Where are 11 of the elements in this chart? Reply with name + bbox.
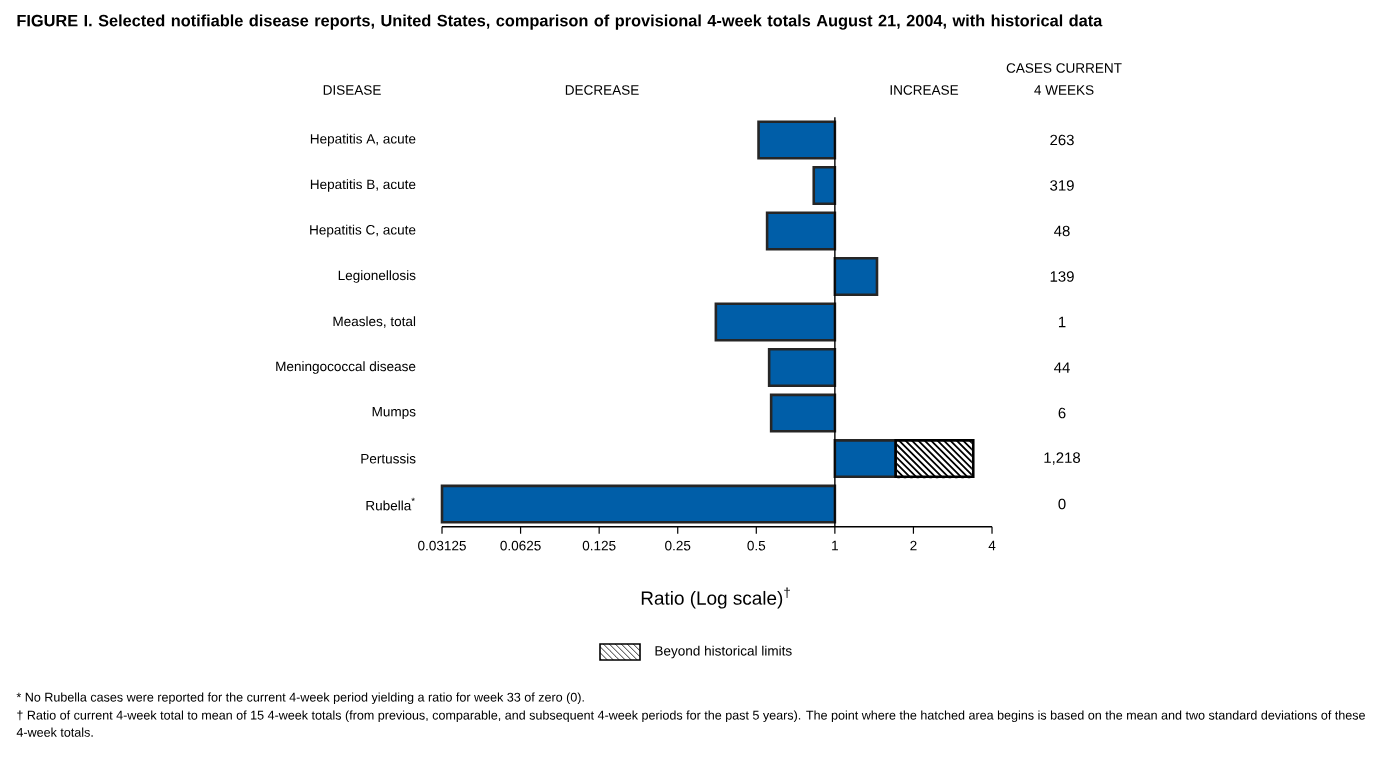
bar: [833, 257, 879, 297]
x-axis-title: Ratio (Log scale)$^{†}$: [641, 587, 790, 609]
bar: [769, 393, 837, 433]
bar: [440, 484, 837, 524]
bar: [833, 439, 897, 479]
chart-title: FIGURE I. Selected notifiable disease reports, United States, comparison of provisional 4-week totals August 21, 2004, with historical data: [17, 14, 1103, 30]
bar: [812, 165, 837, 205]
bar: [767, 348, 837, 388]
bar: [714, 302, 837, 342]
bar: [765, 211, 837, 251]
bar: [757, 120, 837, 160]
